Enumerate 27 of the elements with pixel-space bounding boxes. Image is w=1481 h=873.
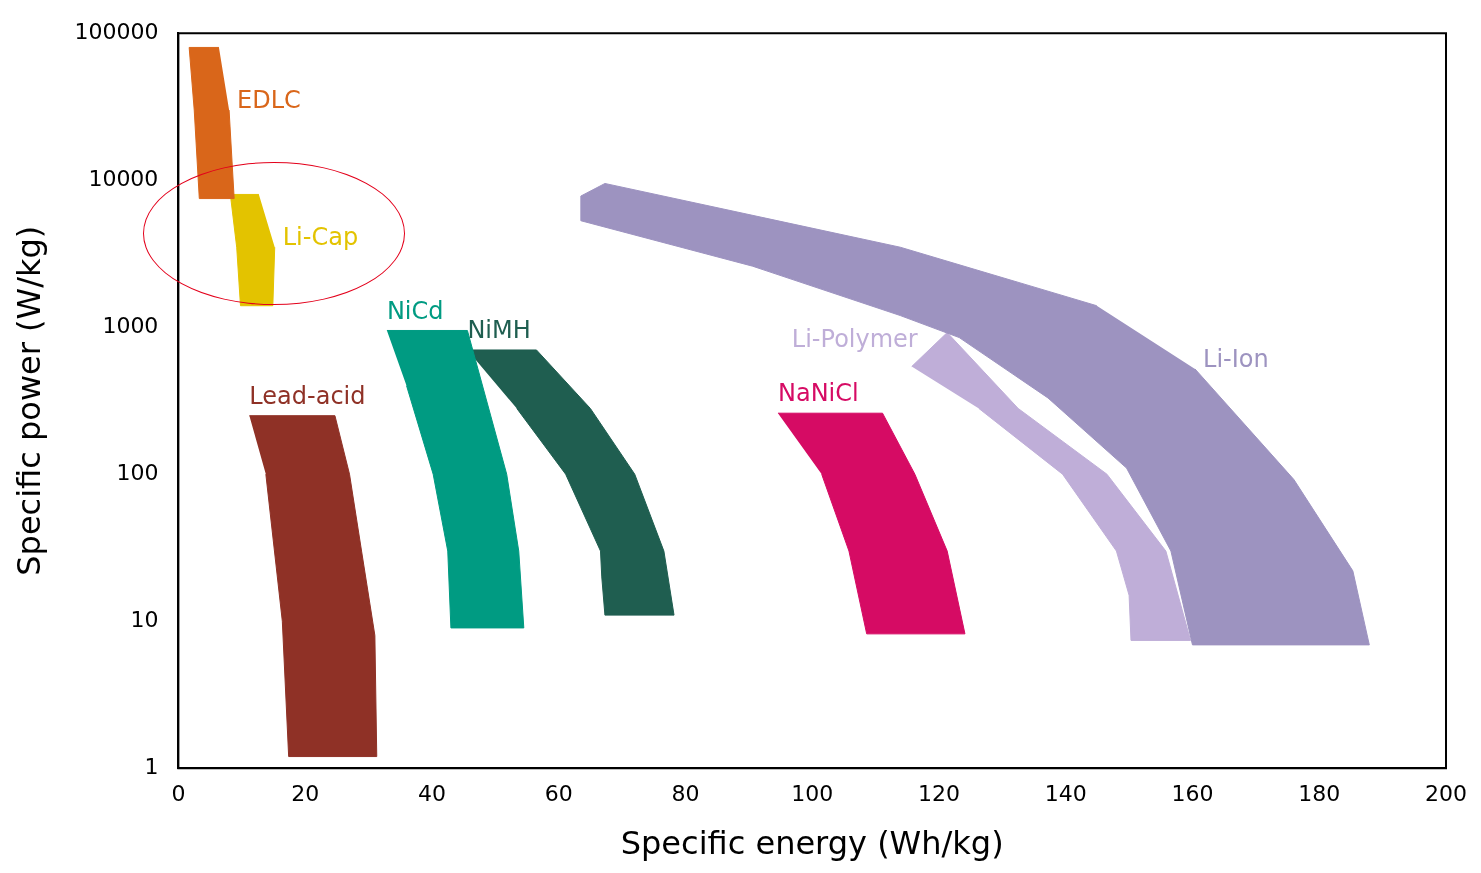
x-tick-label: 160 bbox=[1171, 781, 1214, 807]
x-tick-label: 180 bbox=[1298, 781, 1341, 807]
x-tick-label: 40 bbox=[417, 781, 446, 807]
x-tick-label: 200 bbox=[1425, 781, 1467, 807]
y-axis-title: Specific power (W/kg) bbox=[9, 225, 48, 576]
y-tick-label: 100000 bbox=[74, 18, 159, 44]
series-label: EDLC bbox=[237, 86, 301, 115]
x-axis-title: Specific energy (Wh/kg) bbox=[620, 824, 1004, 863]
series-label: Li-Ion bbox=[1203, 345, 1269, 374]
x-tick-label: 20 bbox=[291, 781, 320, 807]
x-tick-label: 60 bbox=[544, 781, 573, 807]
x-tick-label: 120 bbox=[917, 781, 960, 807]
y-tick-label: 1 bbox=[144, 753, 159, 779]
x-tick-label: 100 bbox=[791, 781, 834, 807]
series-label: NiCd bbox=[386, 296, 444, 325]
x-tick-label: 80 bbox=[671, 781, 700, 807]
series-label: Lead-acid bbox=[249, 381, 366, 410]
y-tick-label: 10 bbox=[130, 606, 159, 632]
x-tick-label: 140 bbox=[1044, 781, 1087, 807]
y-tick-label: 100 bbox=[116, 459, 159, 485]
series-label: NiMH bbox=[467, 316, 531, 345]
x-tick-label: 0 bbox=[171, 781, 186, 807]
series-label: NaNiCl bbox=[777, 379, 859, 408]
y-tick-label: 1000 bbox=[102, 312, 159, 338]
series-label: Li-Polymer bbox=[791, 324, 918, 353]
series-label: Li-Cap bbox=[282, 223, 359, 252]
y-tick-label: 10000 bbox=[88, 165, 159, 191]
